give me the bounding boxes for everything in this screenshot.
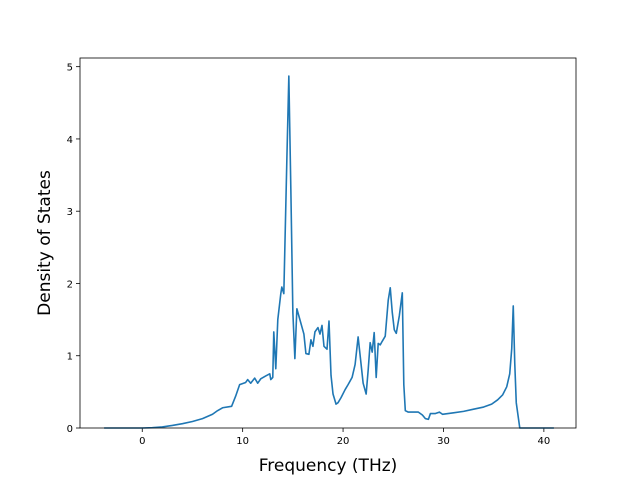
y-tick-label: 1 (67, 352, 73, 363)
x-axis-ticks: 0 10 20 30 40 (139, 428, 550, 447)
series-layer (104, 75, 554, 429)
y-tick-label: 0 (67, 424, 73, 435)
x-tick-label: 0 (139, 436, 145, 447)
plot-background (80, 58, 576, 428)
x-tick-label: 30 (437, 436, 450, 447)
x-axis-label: Frequency (THz) (259, 456, 398, 476)
y-tick-label: 5 (67, 63, 73, 74)
y-axis-ticks: 0 1 2 3 4 5 (67, 63, 80, 435)
dos-line (104, 75, 554, 429)
y-tick-label: 4 (67, 135, 73, 146)
y-tick-label: 2 (67, 279, 73, 290)
x-tick-label: 20 (337, 436, 350, 447)
x-tick-label: 40 (538, 436, 551, 447)
y-axis-label: Density of States (35, 170, 55, 316)
x-tick-label: 10 (236, 436, 249, 447)
y-tick-label: 3 (67, 207, 73, 218)
plot-frame (79, 57, 577, 429)
